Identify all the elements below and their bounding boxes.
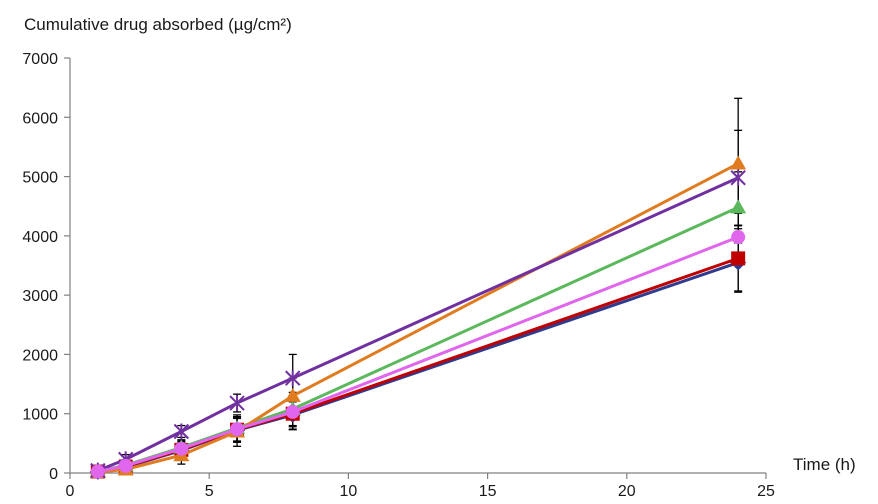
series-layer — [89, 97, 747, 480]
data-point-triangle — [730, 155, 747, 170]
data-point-circle — [118, 458, 133, 473]
series-line — [97, 176, 739, 473]
series-line — [97, 206, 739, 473]
y-tick-label: 2000 — [22, 347, 58, 364]
y-axis-title: Cumulative drug absorbed (µg/cm²) — [24, 15, 292, 34]
x-tick-label: 5 — [205, 483, 214, 500]
x-tick-label: 0 — [66, 483, 75, 500]
y-tick-label: 6000 — [22, 110, 58, 127]
data-point-triangle — [284, 387, 301, 402]
data-point-circle — [285, 404, 300, 419]
y-tick-label: 3000 — [22, 288, 58, 305]
x-tick-label: 15 — [479, 483, 497, 500]
error-bars-series-6 — [93, 212, 743, 474]
data-point-circle — [731, 230, 746, 245]
data-point-circle — [90, 464, 105, 479]
data-point-circle — [230, 422, 245, 437]
error-bars-series-4 — [93, 97, 743, 475]
series-5 — [90, 169, 746, 479]
data-point-circle — [174, 441, 189, 456]
series-line — [97, 235, 739, 473]
series-line — [97, 261, 739, 474]
y-tick-label: 1000 — [22, 407, 58, 424]
ticks: 0 1000 2000 3000 4000 5000 6000 7000 0 5 10 15 20 25 — [22, 51, 775, 500]
series-4 — [89, 155, 747, 479]
series-6 — [90, 230, 746, 479]
x-axis-title: Time (h) — [793, 455, 856, 474]
x-tick-label: 10 — [340, 483, 358, 500]
data-point-square — [731, 251, 746, 266]
y-tick-label: 4000 — [22, 229, 58, 246]
series-3 — [89, 199, 747, 478]
x-tick-label: 25 — [757, 483, 775, 500]
data-point-triangle — [730, 199, 747, 214]
series-line — [97, 256, 739, 473]
x-tick-label: 20 — [618, 483, 636, 500]
error-bars-series-5 — [93, 129, 743, 474]
error-bars-series-2 — [93, 225, 743, 474]
y-tick-label: 7000 — [22, 51, 58, 68]
y-tick-label: 0 — [49, 466, 58, 483]
y-tick-label: 5000 — [22, 170, 58, 187]
